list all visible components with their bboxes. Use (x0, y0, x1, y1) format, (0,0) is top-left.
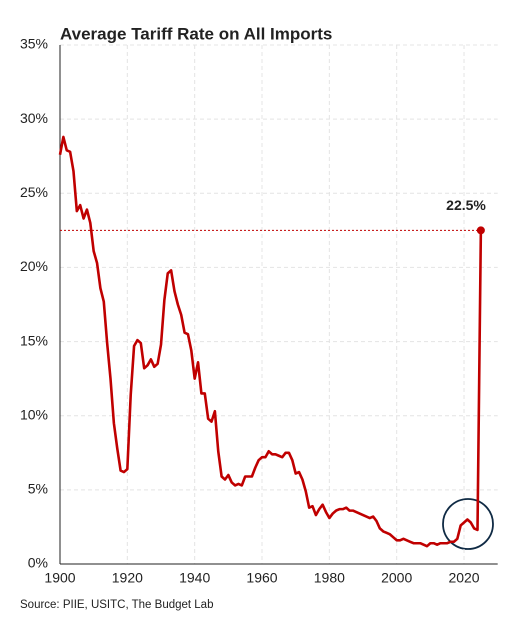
source-note: Source: PIIE, USITC, The Budget Lab (20, 599, 213, 611)
y-tick-label: 10% (20, 406, 48, 422)
x-tick-label: 2000 (381, 570, 412, 586)
y-tick-label: 0% (28, 555, 48, 571)
y-tick-label: 20% (20, 258, 48, 274)
x-tick-label: 1980 (314, 570, 345, 586)
x-tick-label: 1900 (44, 570, 75, 586)
value-label: 22.5% (446, 197, 486, 213)
y-tick-label: 30% (20, 110, 48, 126)
tariff-line (58, 135, 483, 548)
end-point (476, 226, 485, 235)
x-tick-label: 1960 (246, 570, 277, 586)
y-tick-label: 15% (20, 332, 48, 348)
x-tick-label: 1940 (179, 570, 210, 586)
y-tick-label: 5% (28, 481, 48, 497)
x-tick-label: 2020 (448, 570, 479, 586)
y-tick-label: 25% (20, 184, 48, 200)
highlight-circle (442, 498, 494, 550)
chart-title: Average Tariff Rate on All Imports (60, 24, 332, 43)
y-tick-label: 35% (20, 36, 48, 52)
x-tick-label: 1920 (112, 570, 143, 586)
